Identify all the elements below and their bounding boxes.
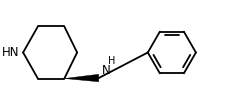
Text: N: N [102,64,110,77]
Polygon shape [64,74,99,82]
Text: H: H [108,56,115,66]
Text: HN: HN [2,46,19,59]
